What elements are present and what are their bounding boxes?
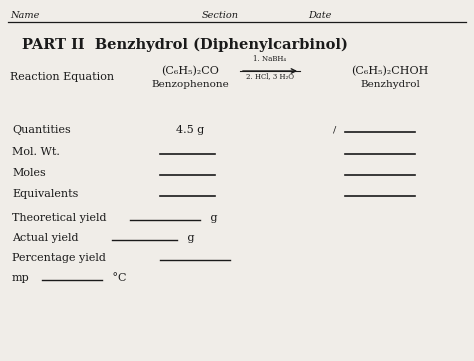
Text: Theoretical yield: Theoretical yield — [12, 213, 107, 223]
Text: mp: mp — [12, 273, 30, 283]
Text: Moles: Moles — [12, 168, 46, 178]
Text: Mol. Wt.: Mol. Wt. — [12, 147, 60, 157]
Text: g: g — [184, 233, 194, 243]
Text: PART II  Benzhydrol (Diphenylcarbinol): PART II Benzhydrol (Diphenylcarbinol) — [22, 38, 348, 52]
Text: Benzhydrol: Benzhydrol — [360, 80, 420, 89]
Text: 2. HCl, 3 H₂O: 2. HCl, 3 H₂O — [246, 72, 294, 80]
Text: /: / — [333, 126, 337, 135]
Text: Date: Date — [308, 11, 332, 20]
Text: Section: Section — [201, 11, 238, 20]
Text: 1. NaBH₄: 1. NaBH₄ — [254, 55, 287, 63]
Text: g: g — [207, 213, 218, 223]
Text: Percentage yield: Percentage yield — [12, 253, 106, 263]
Text: 4.5 g: 4.5 g — [176, 125, 204, 135]
Text: Quantities: Quantities — [12, 125, 71, 135]
Text: (C₆H₅)₂CO: (C₆H₅)₂CO — [161, 66, 219, 76]
Text: Actual yield: Actual yield — [12, 233, 79, 243]
Text: Benzophenone: Benzophenone — [151, 80, 229, 89]
Text: (C₆H₅)₂CHOH: (C₆H₅)₂CHOH — [351, 66, 428, 76]
Text: Reaction Equation: Reaction Equation — [10, 72, 114, 82]
Text: Equivalents: Equivalents — [12, 189, 78, 199]
Text: Name: Name — [10, 11, 39, 20]
Text: °C: °C — [109, 273, 127, 283]
